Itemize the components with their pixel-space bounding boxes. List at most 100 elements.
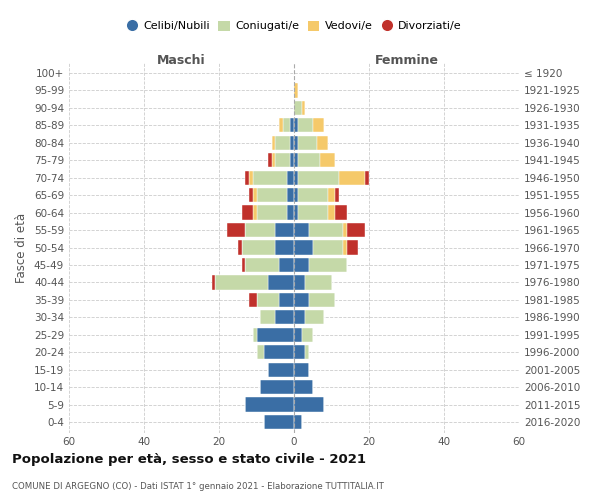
Bar [335, 206, 347, 220]
Bar [279, 292, 294, 307]
Bar [294, 223, 309, 237]
Bar [268, 153, 271, 168]
Bar [302, 100, 305, 115]
Bar [257, 292, 279, 307]
Bar [294, 275, 305, 289]
Bar [347, 223, 365, 237]
Bar [253, 206, 257, 220]
Bar [264, 415, 294, 429]
Bar [347, 240, 358, 254]
Bar [290, 136, 294, 150]
Bar [279, 258, 294, 272]
Bar [227, 223, 245, 237]
Bar [271, 153, 275, 168]
Bar [294, 310, 305, 324]
Bar [298, 206, 328, 220]
Bar [275, 310, 294, 324]
Bar [305, 275, 331, 289]
Legend: Celibi/Nubili, Coniugati/e, Vedovi/e, Divorziati/e: Celibi/Nubili, Coniugati/e, Vedovi/e, Di… [122, 16, 466, 36]
Bar [290, 153, 294, 168]
Bar [241, 206, 253, 220]
Bar [339, 170, 365, 185]
Bar [294, 188, 298, 202]
Bar [268, 362, 294, 377]
Bar [298, 153, 320, 168]
Bar [294, 362, 309, 377]
Bar [294, 206, 298, 220]
Bar [275, 153, 290, 168]
Bar [238, 240, 241, 254]
Bar [283, 118, 290, 132]
Bar [294, 153, 298, 168]
Bar [294, 415, 302, 429]
Bar [275, 240, 294, 254]
Bar [294, 292, 309, 307]
Bar [260, 380, 294, 394]
Bar [287, 188, 294, 202]
Bar [275, 223, 294, 237]
Bar [257, 345, 264, 360]
Bar [294, 380, 313, 394]
Bar [313, 118, 324, 132]
Bar [245, 258, 279, 272]
Bar [257, 188, 287, 202]
Bar [298, 136, 317, 150]
Bar [298, 188, 328, 202]
Bar [253, 188, 257, 202]
Bar [279, 118, 283, 132]
Bar [245, 223, 275, 237]
Bar [320, 153, 335, 168]
Bar [313, 240, 343, 254]
Y-axis label: Fasce di età: Fasce di età [16, 212, 28, 282]
Bar [328, 206, 335, 220]
Bar [305, 345, 309, 360]
Bar [294, 118, 298, 132]
Bar [294, 345, 305, 360]
Bar [335, 188, 339, 202]
Bar [294, 240, 313, 254]
Bar [298, 118, 313, 132]
Bar [257, 328, 294, 342]
Bar [294, 136, 298, 150]
Bar [264, 345, 294, 360]
Text: COMUNE DI ARGEGNO (CO) - Dati ISTAT 1° gennaio 2021 - Elaborazione TUTTITALIA.IT: COMUNE DI ARGEGNO (CO) - Dati ISTAT 1° g… [12, 482, 384, 491]
Bar [328, 188, 335, 202]
Bar [253, 170, 287, 185]
Bar [241, 240, 275, 254]
Bar [305, 310, 324, 324]
Text: Popolazione per età, sesso e stato civile - 2021: Popolazione per età, sesso e stato civil… [12, 452, 366, 466]
Bar [271, 136, 275, 150]
Bar [302, 328, 313, 342]
Bar [298, 170, 339, 185]
Bar [294, 258, 309, 272]
Text: Maschi: Maschi [157, 54, 206, 67]
Bar [260, 310, 275, 324]
Bar [343, 240, 347, 254]
Bar [215, 275, 268, 289]
Bar [294, 398, 324, 411]
Bar [317, 136, 328, 150]
Bar [249, 170, 253, 185]
Bar [287, 206, 294, 220]
Bar [294, 100, 302, 115]
Text: Femmine: Femmine [374, 54, 439, 67]
Bar [294, 170, 298, 185]
Bar [309, 258, 347, 272]
Bar [290, 118, 294, 132]
Bar [249, 292, 257, 307]
Bar [365, 170, 369, 185]
Bar [294, 328, 302, 342]
Bar [268, 275, 294, 289]
Bar [241, 258, 245, 272]
Bar [249, 188, 253, 202]
Bar [343, 223, 347, 237]
Bar [294, 84, 298, 98]
Bar [287, 170, 294, 185]
Bar [309, 223, 343, 237]
Bar [275, 136, 290, 150]
Bar [245, 170, 249, 185]
Bar [245, 398, 294, 411]
Bar [309, 292, 335, 307]
Y-axis label: Anni di nascita: Anni di nascita [597, 206, 600, 289]
Bar [257, 206, 287, 220]
